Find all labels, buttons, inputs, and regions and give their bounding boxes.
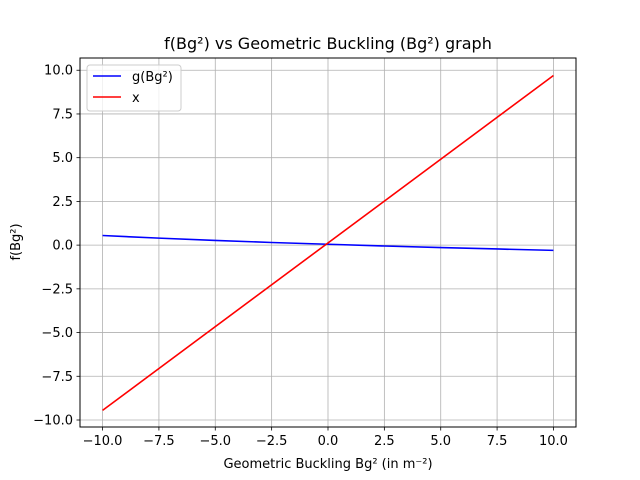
x-tick-label: −5.0 bbox=[199, 434, 231, 449]
series-group bbox=[102, 74, 554, 412]
x-axis: −10.0 −7.5 −5.0 −2.5 0.0 2.5 5.0 7.5 10.0 bbox=[83, 427, 568, 449]
x-tick-label: −7.5 bbox=[143, 434, 175, 449]
y-tick-label: 5.0 bbox=[52, 151, 73, 166]
y-tick-label: 7.5 bbox=[52, 107, 73, 122]
x-tick-label: 10.0 bbox=[539, 434, 568, 449]
x-axis-label: Geometric Buckling Bg² (in m⁻²) bbox=[223, 457, 432, 472]
legend-label-x: x bbox=[132, 91, 140, 106]
legend-label-g: g(Bg²) bbox=[132, 70, 173, 85]
chart-title: f(Bg²) vs Geometric Buckling (Bg²) graph bbox=[164, 34, 492, 53]
y-tick-label: 10.0 bbox=[44, 64, 73, 79]
y-tick-label: 2.5 bbox=[52, 195, 73, 210]
grid bbox=[80, 58, 576, 427]
x-tick-label: −10.0 bbox=[83, 434, 123, 449]
y-axis-label: f(Bg²) bbox=[9, 223, 24, 260]
y-tick-label: −5.0 bbox=[41, 326, 73, 341]
y-tick-label: −10.0 bbox=[33, 414, 73, 429]
x-tick-label: 0.0 bbox=[318, 434, 339, 449]
y-tick-label: 0.0 bbox=[52, 239, 73, 254]
x-tick-label: 2.5 bbox=[374, 434, 395, 449]
y-axis: −10.0 −7.5 −5.0 −2.5 0.0 2.5 5.0 7.5 10.0 bbox=[33, 64, 80, 429]
legend: g(Bg²) x bbox=[86, 64, 182, 112]
y-tick-label: −7.5 bbox=[41, 370, 73, 385]
x-tick-label: 5.0 bbox=[430, 434, 451, 449]
series-line-0 bbox=[102, 234, 554, 252]
x-tick-label: −2.5 bbox=[256, 434, 288, 449]
series-line-1 bbox=[102, 74, 554, 412]
x-tick-label: 7.5 bbox=[487, 434, 508, 449]
y-tick-label: −2.5 bbox=[41, 282, 73, 297]
